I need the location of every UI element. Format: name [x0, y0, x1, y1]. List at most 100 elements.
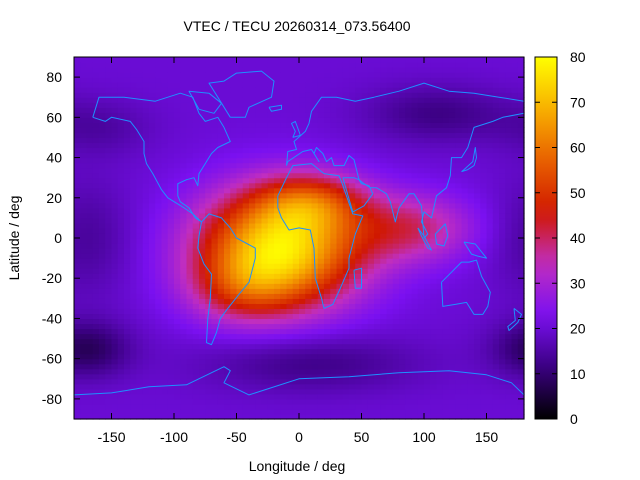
heat-cell [236, 253, 244, 259]
heat-cell [174, 268, 181, 274]
heat-cell [236, 318, 244, 325]
heat-cell [411, 212, 419, 219]
heat-cell [267, 413, 275, 420]
heat-cell [280, 112, 288, 118]
heat-cell [86, 323, 94, 330]
heat-cell [480, 358, 488, 365]
heat-cell [417, 323, 425, 330]
heat-cell [280, 127, 288, 134]
heat-cell [449, 207, 456, 214]
heat-cell [417, 378, 425, 385]
heat-cell [155, 72, 163, 78]
heat-cell [505, 273, 513, 279]
heat-cell [436, 197, 444, 204]
heat-cell [455, 197, 463, 204]
heat-cell [374, 232, 381, 239]
heat-cell [324, 328, 331, 335]
heat-cell [236, 398, 244, 405]
heat-cell [480, 127, 488, 134]
heat-cell [499, 383, 506, 390]
heat-cell [336, 107, 344, 113]
heat-cell [142, 212, 150, 219]
heat-cell [305, 92, 313, 98]
heat-cell [199, 212, 206, 219]
heat-cell [92, 127, 100, 134]
heat-cell [242, 378, 250, 385]
heat-cell [486, 398, 494, 405]
heat-cell [305, 313, 313, 320]
heat-cell [92, 408, 100, 415]
heat-cell [374, 122, 381, 128]
heat-cell [449, 142, 456, 149]
heat-cell [230, 368, 238, 375]
heat-cell [230, 112, 238, 118]
heat-cell [211, 107, 219, 113]
heat-cell [111, 358, 119, 365]
heat-cell [255, 303, 263, 309]
heat-cell [180, 87, 188, 93]
heat-cell [117, 393, 125, 400]
heat-cell [174, 308, 181, 315]
heat-cell [374, 192, 381, 199]
heat-cell [117, 278, 125, 284]
heat-cell [267, 87, 275, 93]
heat-cell [124, 107, 131, 113]
heat-cell [355, 197, 363, 204]
heat-cell [336, 338, 344, 345]
heat-cell [174, 368, 181, 375]
heat-cell [105, 348, 113, 355]
heat-cell [336, 92, 344, 98]
heat-cell [192, 147, 200, 154]
heat-cell [442, 388, 450, 395]
heat-cell [330, 238, 338, 244]
heat-cell [317, 408, 325, 415]
heat-cell [155, 403, 163, 410]
heat-cell [386, 258, 394, 264]
heat-cell [411, 157, 419, 164]
heat-cell [386, 57, 394, 63]
heat-cell [142, 137, 150, 144]
heat-cell [492, 388, 500, 395]
heat-cell [117, 217, 125, 224]
heat-cell [80, 353, 88, 360]
heat-cell [267, 217, 275, 224]
heat-cell [211, 328, 219, 335]
heat-cell [211, 102, 219, 108]
heat-cell [311, 67, 319, 73]
heat-cell [167, 338, 175, 345]
heat-cell [192, 207, 200, 214]
heat-cell [167, 323, 175, 330]
heat-cell [267, 72, 275, 78]
heat-cell [399, 348, 406, 355]
heat-cell [305, 182, 313, 189]
heat-cell [174, 238, 181, 244]
heat-cell [374, 358, 381, 365]
heat-cell [330, 373, 338, 380]
heat-cell [249, 117, 256, 123]
heat-cell [336, 192, 344, 199]
heat-cell [467, 408, 475, 415]
heat-cell [474, 398, 481, 405]
heat-cell [117, 263, 125, 269]
heat-cell [99, 318, 106, 325]
heat-cell [305, 248, 313, 254]
heat-cell [255, 283, 263, 289]
heat-cell [92, 97, 100, 103]
heat-cell [486, 248, 494, 254]
heat-cell [124, 413, 131, 420]
heat-cell [455, 383, 463, 390]
heat-cell [342, 268, 350, 274]
heat-cell [186, 383, 194, 390]
heat-cell [436, 207, 444, 214]
heat-cell [367, 273, 375, 279]
heat-cell [374, 182, 381, 189]
heat-cell [161, 207, 169, 214]
heat-cell [355, 278, 363, 284]
heat-cell [192, 162, 200, 169]
heat-cell [174, 147, 181, 154]
heat-cell [292, 82, 300, 88]
heat-cell [392, 363, 400, 370]
heat-cell [461, 177, 469, 184]
heat-cell [467, 212, 475, 219]
heat-cell [492, 222, 500, 229]
